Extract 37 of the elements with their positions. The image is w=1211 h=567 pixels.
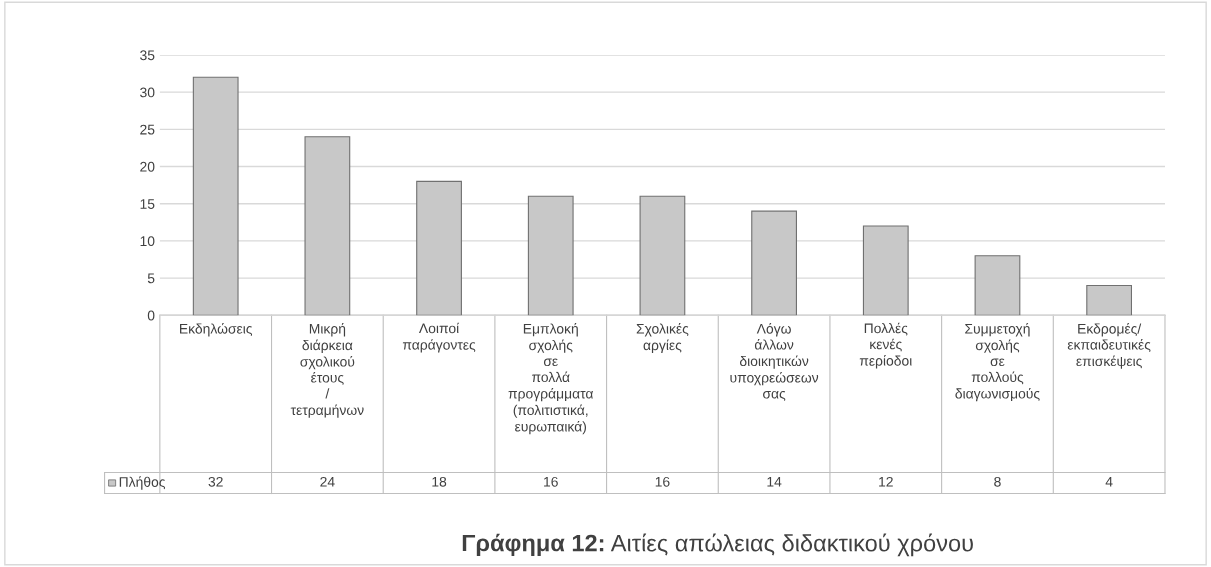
x-tick-label: Εκδηλώσεις bbox=[180, 323, 253, 337]
data-label: 16 bbox=[544, 476, 558, 487]
bar bbox=[1086, 284, 1133, 316]
y-tick-label: 20 bbox=[140, 161, 155, 172]
data-label: 14 bbox=[767, 477, 782, 487]
bar bbox=[639, 195, 686, 316]
bar bbox=[192, 76, 239, 316]
x-tick-label: Λόγω άλλων διοικητικών υποχρεώσεων σας bbox=[730, 323, 819, 401]
bar bbox=[527, 195, 574, 316]
y-tick-label: 30 bbox=[140, 87, 155, 98]
y-tick-label: 25 bbox=[140, 124, 155, 135]
y-tick-label: 15 bbox=[140, 199, 155, 209]
x-tick-label: Μικρή διάρκεια σχολικού έτους / τετραμήνων bbox=[290, 323, 364, 418]
y-tick-label: 35 bbox=[140, 50, 155, 61]
x-tick-label: Συμμετοχή σχολής σε πολλούς διαγωνισμούς bbox=[955, 323, 1040, 402]
bar bbox=[862, 225, 909, 316]
legend-label: Πλήθος bbox=[119, 476, 166, 490]
y-tick-label: 10 bbox=[140, 236, 155, 247]
x-tick-label: Εμπλοκή σχολής σε πολλά προγράμματα (πολιτιστικά, ευρωπαικά) bbox=[508, 323, 594, 435]
x-tick-label: Πολλές κενές περίοδοι bbox=[859, 322, 912, 369]
bar bbox=[751, 210, 797, 316]
data-label: 32 bbox=[208, 476, 223, 487]
x-tick-label: Εκδρομές/εκπαιδευτικές επισκέψεις bbox=[1067, 323, 1151, 369]
bar bbox=[974, 255, 1021, 316]
data-label: 4 bbox=[1105, 477, 1113, 487]
data-label: 8 bbox=[994, 476, 1001, 487]
data-label: 16 bbox=[655, 476, 670, 487]
x-tick-label: Λοιποί παράγοντες bbox=[402, 322, 476, 353]
bar bbox=[416, 180, 462, 316]
y-tick-label: 5 bbox=[147, 273, 155, 284]
bar bbox=[304, 136, 351, 316]
data-label: 12 bbox=[879, 476, 893, 487]
x-tick-label: Σχολικές αργίες bbox=[636, 323, 689, 353]
data-label: 18 bbox=[432, 476, 447, 487]
data-label: 24 bbox=[320, 476, 335, 487]
y-tick-label: 0 bbox=[147, 310, 155, 321]
text: Γράφημα 12: Αιτίες απώλειας διδακτικού χρόνου bbox=[462, 533, 973, 557]
